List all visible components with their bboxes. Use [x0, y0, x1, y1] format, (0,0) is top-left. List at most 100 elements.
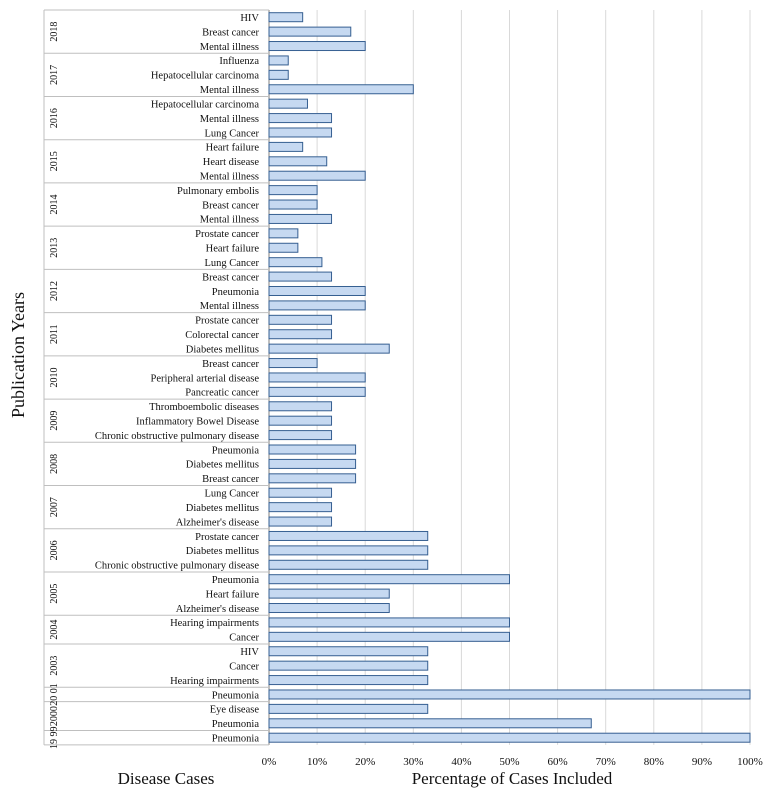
x-tick-label: 100% — [737, 756, 763, 768]
category-label: Peripheral arterial disease — [151, 373, 260, 384]
x-axis-title: Percentage of Cases Included — [412, 769, 613, 788]
category-label: Eye disease — [210, 705, 260, 716]
bar — [268, 358, 318, 369]
bar — [268, 141, 304, 152]
x-tick-labels: 0% 10% 20% 30% 40% 50% 60% 70% 80% 90% 100% — [262, 756, 763, 768]
category-label: Pneumonia — [212, 575, 260, 586]
bar — [268, 213, 333, 224]
category-label: Diabetes mellitus — [186, 460, 259, 471]
category-label: HIV — [240, 647, 259, 658]
year-label: 2012 — [49, 281, 60, 301]
bar — [268, 314, 333, 325]
category-label: Heart disease — [203, 157, 260, 168]
x-tick-label: 0% — [262, 756, 277, 768]
year-label: 2010 — [49, 367, 60, 387]
bar — [268, 603, 390, 614]
bar — [268, 271, 333, 282]
year-label: 2008 — [49, 454, 60, 474]
x-tick-label: 20% — [355, 756, 375, 768]
bar — [268, 458, 357, 469]
category-label: Lung Cancer — [204, 128, 259, 139]
bar — [268, 473, 357, 484]
category-label: HIV — [240, 13, 259, 24]
category-label: Lung Cancer — [204, 489, 259, 500]
category-label: Alzheimer's disease — [176, 604, 260, 615]
category-label: Hepatocellular carcinoma — [151, 99, 259, 110]
category-label: Diabetes mellitus — [186, 503, 259, 514]
category-label: Mental illness — [200, 172, 259, 183]
year-label: 2003 — [49, 656, 60, 676]
category-label: Cancer — [229, 633, 259, 644]
bar — [268, 257, 323, 268]
bar — [268, 487, 333, 498]
bar — [268, 559, 429, 570]
x-tick-label: 70% — [596, 756, 616, 768]
year-label: 2017 — [49, 65, 60, 85]
category-axis-title: Disease Cases — [118, 769, 215, 788]
bar — [268, 127, 333, 138]
category-label: Mental illness — [200, 114, 259, 125]
bar — [268, 98, 308, 109]
bar — [268, 26, 352, 37]
bar — [268, 444, 357, 455]
bar — [268, 343, 390, 354]
bar — [268, 41, 366, 52]
year-label: 2000 — [49, 706, 60, 726]
category-label: Heart failure — [206, 589, 260, 600]
bar — [268, 329, 333, 340]
year-label: 2015 — [49, 151, 60, 171]
year-label: 2018 — [49, 22, 60, 42]
year-label: 2011 — [49, 324, 60, 344]
year-label: 19 99 — [49, 726, 60, 749]
category-label: Lung Cancer — [204, 258, 259, 269]
bar — [268, 285, 366, 296]
category-label: Hepatocellular carcinoma — [151, 71, 259, 82]
category-label: Heart failure — [206, 143, 260, 154]
x-tick-label: 40% — [451, 756, 471, 768]
category-label: Chronic obstructive pulmonary disease — [95, 431, 260, 442]
bar — [268, 732, 751, 743]
bar — [268, 12, 304, 23]
x-tick-label: 10% — [307, 756, 327, 768]
category-label: Diabetes mellitus — [186, 546, 259, 557]
category-label: Cancer — [229, 661, 259, 672]
bar — [268, 372, 366, 383]
category-label: Breast cancer — [202, 474, 259, 485]
x-tick-label: 90% — [692, 756, 712, 768]
category-labels: HIV Breast cancer Mental illness Influenza H… — [95, 13, 260, 745]
bar — [268, 545, 429, 556]
category-label: Colorectal cancer — [185, 330, 259, 341]
category-label: Pulmonary embolis — [177, 186, 259, 197]
bar — [268, 689, 751, 700]
category-label: Mental illness — [200, 215, 259, 226]
category-label: Mental illness — [200, 85, 259, 96]
category-label: Thromboembolic diseases — [149, 402, 259, 413]
category-label: Prostate cancer — [195, 532, 259, 543]
year-label: 2016 — [49, 108, 60, 128]
bar — [268, 574, 510, 585]
bar — [268, 170, 366, 181]
bar — [268, 84, 414, 95]
category-label: Breast cancer — [202, 200, 259, 211]
bar — [268, 386, 366, 397]
bar — [268, 69, 289, 80]
year-label: 2005 — [49, 584, 60, 604]
bar — [268, 502, 333, 513]
category-label: Pancreatic cancer — [185, 388, 259, 399]
bar — [268, 401, 333, 412]
bar — [268, 242, 299, 253]
category-label: Mental illness — [200, 301, 259, 312]
bar — [268, 113, 333, 124]
category-label: Pneumonia — [212, 719, 260, 730]
bar — [268, 530, 429, 541]
category-label: Influenza — [219, 56, 259, 67]
category-label: Inflammatory Bowel Disease — [136, 416, 259, 427]
x-tick-label: 30% — [403, 756, 423, 768]
bar — [268, 199, 318, 210]
year-label: 20 01 — [49, 683, 60, 706]
bar — [268, 660, 429, 671]
category-label: Diabetes mellitus — [186, 344, 259, 355]
category-label: Hearing impairments — [170, 676, 259, 687]
